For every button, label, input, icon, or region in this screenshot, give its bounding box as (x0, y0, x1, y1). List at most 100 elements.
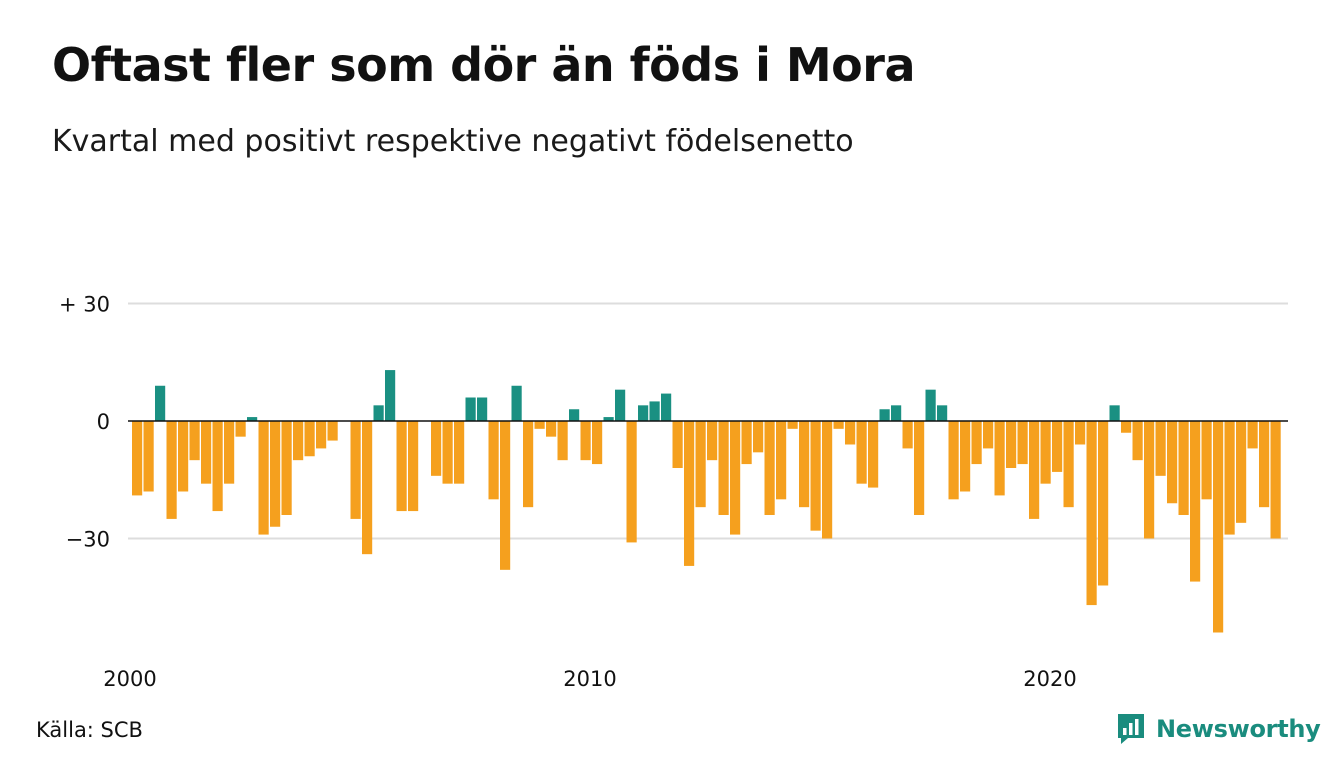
bar (465, 397, 476, 421)
bar (454, 421, 465, 484)
bar (1098, 421, 1109, 586)
x-tick-label: 2020 (1023, 667, 1076, 691)
bar (730, 421, 741, 535)
bar (845, 421, 856, 445)
bar (304, 421, 315, 457)
bar (362, 421, 373, 555)
bar (833, 421, 844, 429)
brand-name: Newsworthy (1156, 715, 1321, 743)
bar (971, 421, 982, 465)
bar (373, 405, 384, 421)
bar (1201, 421, 1212, 500)
bar (1247, 421, 1258, 449)
bar (511, 385, 522, 421)
bar (258, 421, 269, 535)
bar (1213, 421, 1224, 633)
bar (902, 421, 913, 449)
bar (994, 421, 1005, 496)
bar (1017, 421, 1028, 465)
bar (350, 421, 361, 519)
bar (1144, 421, 1155, 539)
bar (1270, 421, 1281, 539)
chart-title: Oftast fler som dör än föds i Mora (52, 38, 916, 92)
bar (1109, 405, 1120, 421)
bar (1167, 421, 1178, 504)
bar (224, 421, 235, 484)
bar (155, 385, 166, 421)
bar (1075, 421, 1086, 445)
bar (431, 421, 442, 476)
bar (569, 409, 580, 421)
y-tick-label: −30 (66, 528, 110, 552)
bars (132, 370, 1281, 633)
bar (776, 421, 787, 500)
bar (615, 389, 626, 421)
bar (1236, 421, 1247, 523)
axes: + 30 0 −30 2000 2010 2020 (59, 293, 1288, 691)
bar (822, 421, 833, 539)
bar (316, 421, 327, 449)
brand-logo: Newsworthy (1116, 712, 1321, 746)
bar (132, 421, 143, 496)
bar (1029, 421, 1040, 519)
y-tick-label: + 30 (59, 293, 110, 317)
bar (1086, 421, 1097, 606)
bar (856, 421, 867, 484)
bar (1063, 421, 1074, 508)
bar (937, 405, 948, 421)
bar (1121, 421, 1132, 433)
bar (557, 421, 568, 461)
bar (143, 421, 154, 492)
bar (741, 421, 752, 465)
bar (753, 421, 764, 453)
bar (1224, 421, 1235, 535)
bar (810, 421, 821, 531)
bar (695, 421, 706, 508)
bar (500, 421, 511, 570)
bar (247, 417, 258, 421)
bar (603, 417, 614, 421)
bar (477, 397, 488, 421)
bar (396, 421, 407, 512)
bar (1190, 421, 1201, 582)
bar (649, 401, 660, 421)
x-tick-label: 2010 (563, 667, 616, 691)
chart-subtitle: Kvartal med positivt respektive negativt… (52, 124, 854, 159)
bar (201, 421, 212, 484)
bar (408, 421, 419, 512)
bar (488, 421, 499, 500)
bar (983, 421, 994, 449)
y-tick-label: 0 (97, 410, 110, 434)
bar (189, 421, 200, 461)
bar (879, 409, 890, 421)
bar (1259, 421, 1270, 508)
bar (638, 405, 649, 421)
bar (960, 421, 971, 492)
bar (212, 421, 223, 512)
bar (718, 421, 729, 515)
bar (1132, 421, 1143, 461)
bar (1006, 421, 1017, 468)
bar (235, 421, 246, 437)
bar (684, 421, 695, 566)
bar (385, 370, 396, 421)
bar (914, 421, 925, 515)
bar (523, 421, 534, 508)
bar (626, 421, 637, 543)
bar (787, 421, 798, 429)
bar (1155, 421, 1166, 476)
bar (1040, 421, 1051, 484)
bar (293, 421, 304, 461)
newsworthy-logo-icon (1118, 714, 1144, 744)
bar (166, 421, 177, 519)
bar (925, 389, 936, 421)
bar (327, 421, 338, 441)
bar (534, 421, 545, 429)
bar (178, 421, 189, 492)
bar (1052, 421, 1063, 472)
bar (868, 421, 879, 488)
x-tick-label: 2000 (103, 667, 156, 691)
bar (799, 421, 810, 508)
bar (281, 421, 292, 515)
